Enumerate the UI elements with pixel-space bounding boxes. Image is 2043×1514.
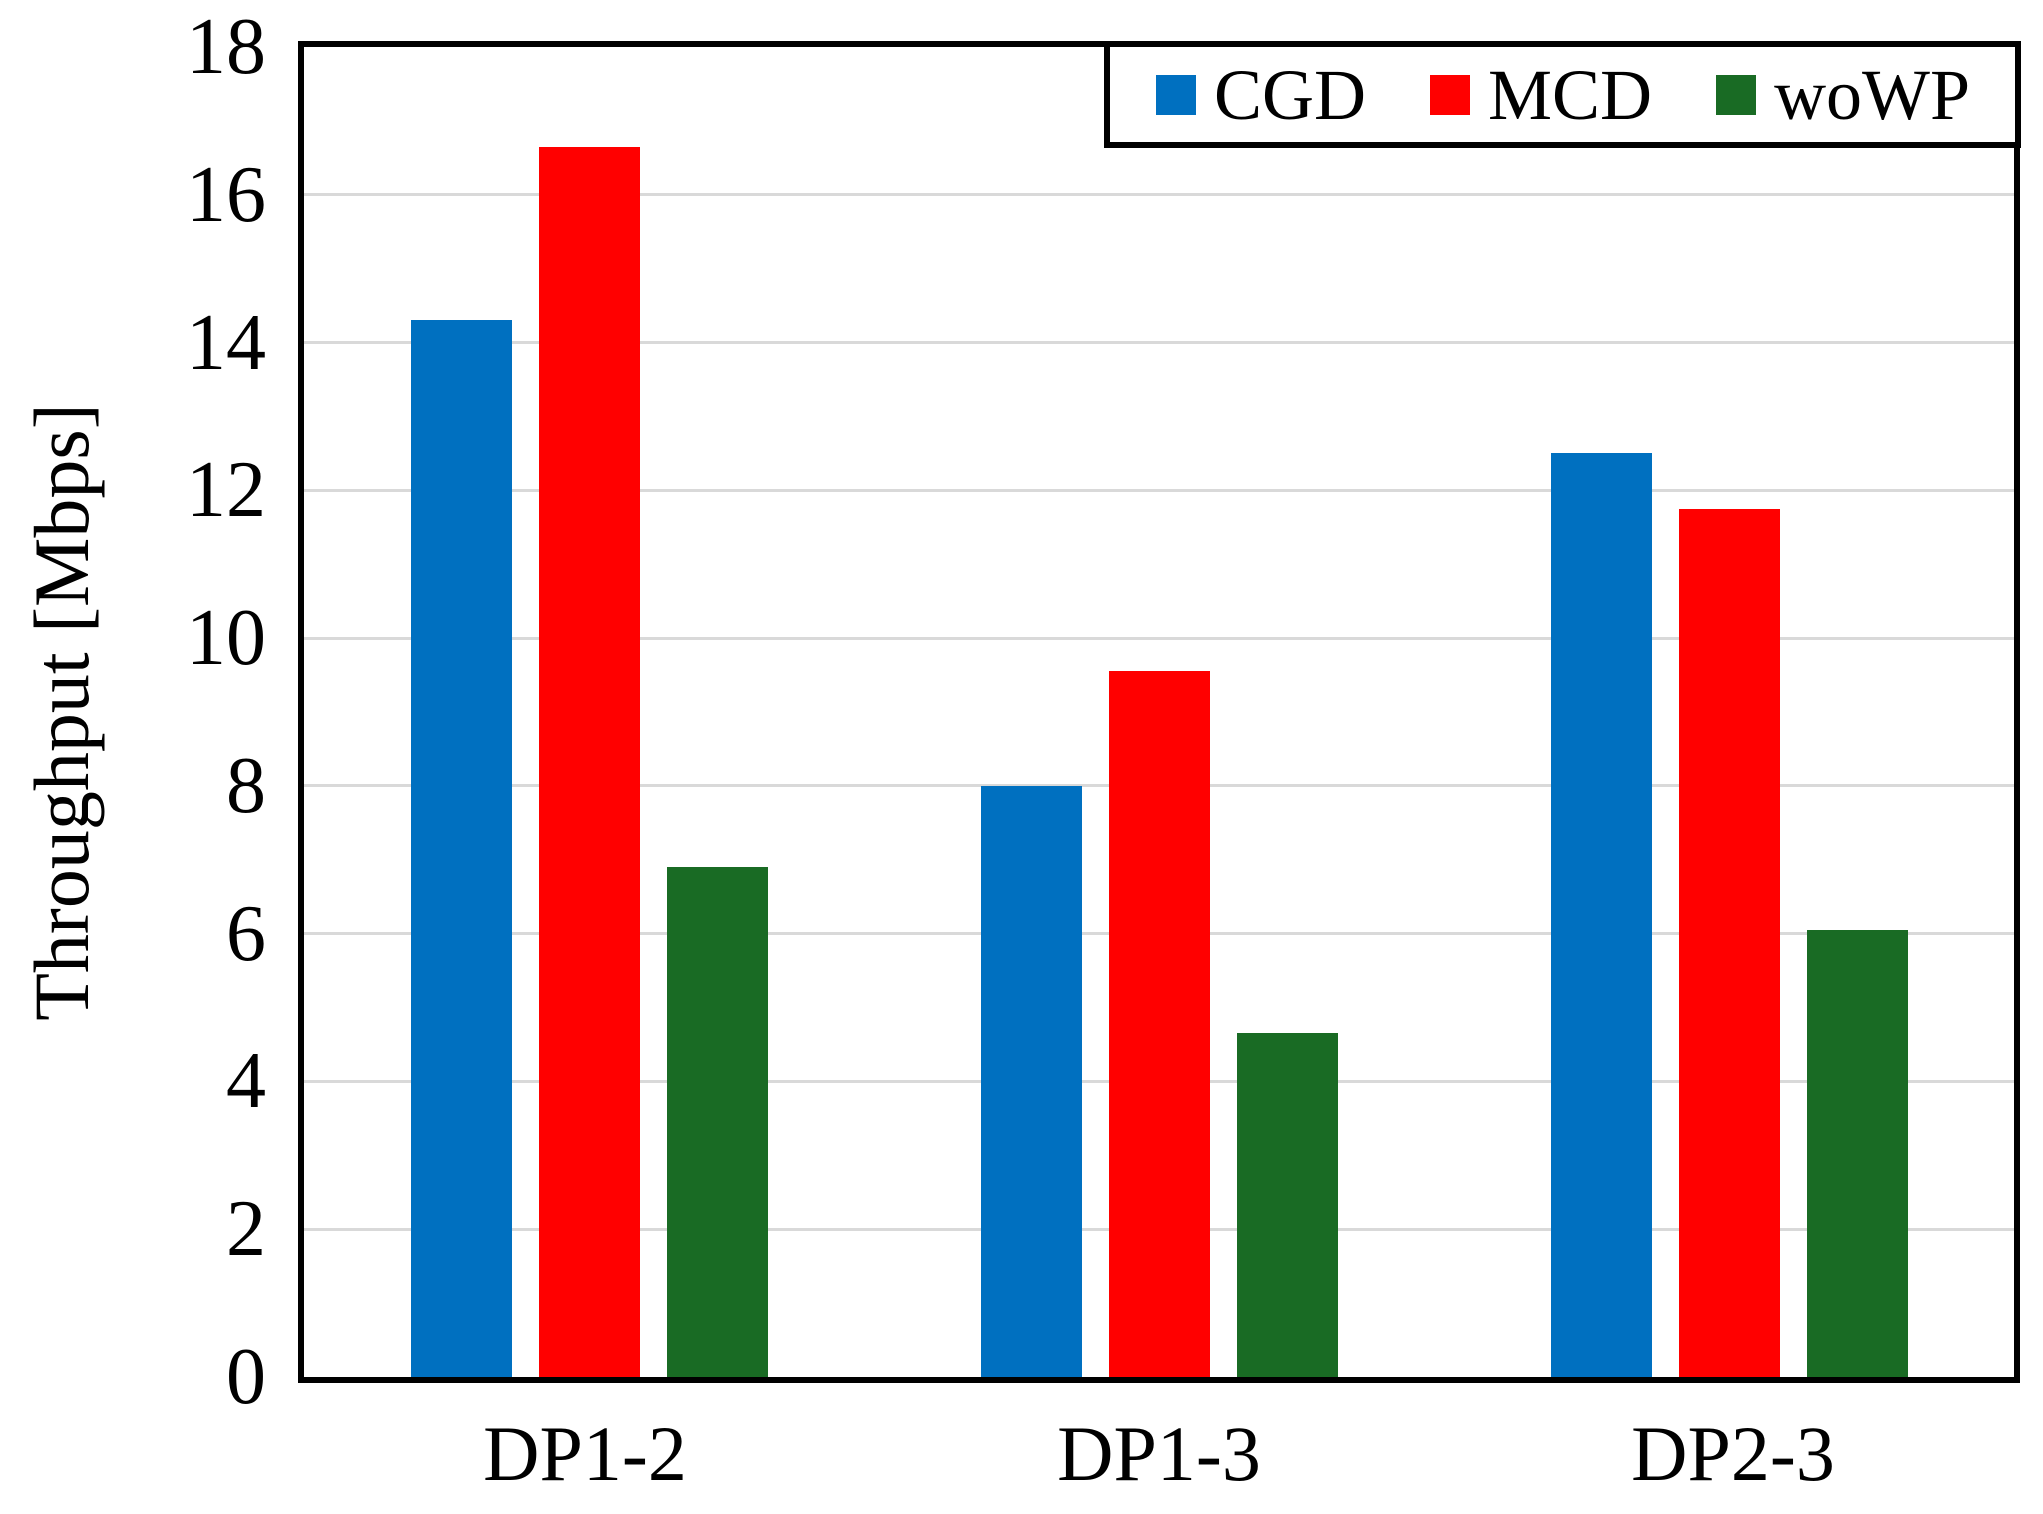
bar-CGD-DP1-2 [410,320,512,1377]
x-axis-label-DP1-2: DP1-2 [483,1410,687,1497]
y-tick-label-4: 4 [226,1037,266,1126]
bar-group-DP2-3 [1444,47,2014,1377]
y-tick-label-2: 2 [226,1185,266,1274]
y-tick-label-12: 12 [186,446,266,535]
plot-area [298,41,2020,1383]
bars-layer [304,47,2014,1377]
y-tick-label-6: 6 [226,889,266,978]
gridline-12 [304,488,2014,492]
y-tick-label-14: 14 [186,298,266,387]
y-tick-label-10: 10 [186,594,266,683]
gridline-16 [304,193,2014,197]
x-axis-label-DP1-3: DP1-3 [1057,1410,1261,1497]
bar-CGD-DP2-3 [1550,453,1652,1377]
bar-MCD-DP2-3 [1678,508,1780,1377]
legend-label-CGD: CGD [1214,54,1367,135]
bar-woWP-DP2-3 [1806,929,1908,1377]
legend-item-MCD: MCD [1430,59,1652,131]
gridline-14 [304,341,2014,345]
y-tick-label-16: 16 [186,150,266,239]
bar-MCD-DP1-2 [538,146,640,1377]
bar-woWP-DP1-3 [1236,1033,1338,1377]
legend: CGD MCD woWP [1104,41,2021,148]
bar-MCD-DP1-3 [1108,671,1210,1377]
bar-woWP-DP1-2 [666,867,768,1377]
y-tick-label-0: 0 [226,1333,266,1421]
legend-swatch-MCD [1430,74,1471,115]
x-axis-labels: DP1-2 DP1-3 DP2-3 [298,1404,2020,1504]
legend-label-woWP: woWP [1774,54,1971,135]
legend-swatch-CGD [1156,74,1196,115]
bar-group-DP1-3 [874,47,1444,1377]
bar-group-DP1-2 [304,47,874,1377]
y-tick-label-8: 8 [226,741,266,830]
legend-item-woWP: woWP [1716,59,1970,131]
legend-swatch-woWP [1716,74,1757,115]
gridline-10 [304,636,2014,640]
x-axis-label-DP2-3: DP2-3 [1631,1410,1835,1497]
bar-CGD-DP1-3 [980,785,1082,1377]
legend-item-CGD: CGD [1156,59,1366,131]
legend-label-MCD: MCD [1488,54,1653,135]
y-tick-label-18: 18 [186,3,266,91]
